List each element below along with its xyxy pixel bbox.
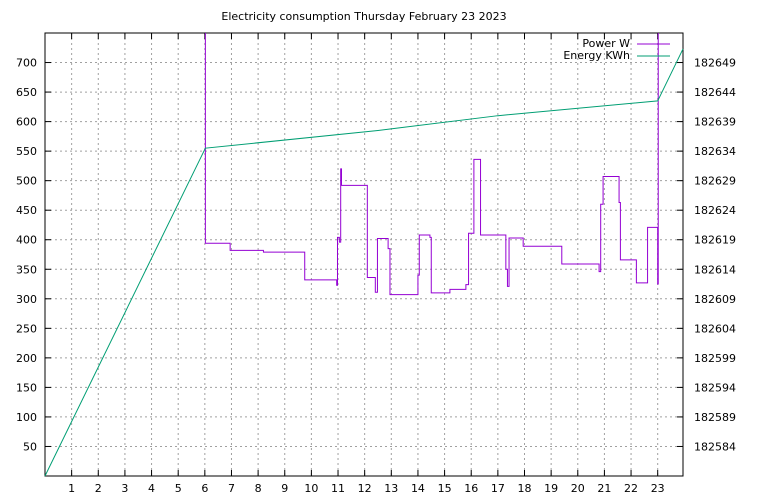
y-left-tick-label: 300	[16, 293, 37, 306]
x-tick-label: 19	[544, 482, 558, 495]
grid-lines	[45, 33, 683, 476]
x-tick-label: 6	[201, 482, 208, 495]
y-right-tick-label: 182604	[694, 322, 736, 335]
y-left-tick-labels: 50 100 150 200 250 300 350 400 450 500 550 600 650 70…	[16, 57, 37, 454]
y-right-tick-label: 182634	[694, 145, 736, 158]
x-tick-label: 1	[68, 482, 75, 495]
x-tick-label: 3	[121, 482, 128, 495]
y-left-tick-label: 50	[23, 440, 37, 453]
series-lines	[44, 33, 684, 477]
x-tick-label: 16	[464, 482, 478, 495]
y-right-tick-label: 182619	[694, 234, 736, 247]
y-left-tick-label: 350	[16, 263, 37, 276]
y-right-tick-label: 182649	[694, 57, 736, 70]
legend-label-energy: Energy KWh	[563, 49, 630, 62]
x-tick-label: 18	[517, 482, 531, 495]
x-tick-label: 15	[438, 482, 452, 495]
y-right-tick-label: 182589	[694, 411, 736, 424]
x-tick-label: 17	[491, 482, 505, 495]
y-left-tick-label: 200	[16, 352, 37, 365]
y-left-tick-label: 700	[16, 57, 37, 70]
y-right-tick-label: 182624	[694, 204, 736, 217]
x-tick-label: 5	[175, 482, 182, 495]
x-tick-label: 12	[358, 482, 372, 495]
x-tick-label: 14	[411, 482, 425, 495]
y-right-tick-label: 182644	[694, 86, 736, 99]
x-tick-label: 9	[281, 482, 288, 495]
y-right-tick-label: 182584	[694, 440, 736, 453]
x-tick-labels: 1 2 3 4 5 6 7 8 9 10 11 12 13 14 15 16 17 18 19 20 21 22 23	[68, 482, 665, 495]
y-left-tick-label: 650	[16, 86, 37, 99]
x-tick-label: 21	[597, 482, 611, 495]
chart-title: Electricity consumption Thursday Februar…	[221, 10, 506, 23]
y-right-tick-label: 182599	[694, 352, 736, 365]
y-right-tick-label: 182594	[694, 381, 736, 394]
y-right-tick-label: 182609	[694, 293, 736, 306]
x-tick-label: 2	[95, 482, 102, 495]
legend-label-power: Power W	[582, 37, 630, 50]
x-tick-label: 7	[228, 482, 235, 495]
y-right-tick-label: 182629	[694, 175, 736, 188]
legend: Power W Energy KWh	[563, 37, 670, 62]
y-left-tick-label: 150	[16, 381, 37, 394]
y-left-tick-label: 600	[16, 116, 37, 129]
y-left-tick-label: 250	[16, 322, 37, 335]
y-right-tick-label: 182639	[694, 116, 736, 129]
y-left-tick-label: 450	[16, 204, 37, 217]
series-line-power	[204, 33, 659, 296]
x-tick-label: 20	[571, 482, 585, 495]
x-tick-label: 8	[255, 482, 262, 495]
x-tick-label: 22	[624, 482, 638, 495]
plot-area-frame	[44, 32, 684, 477]
tick-marks	[45, 33, 683, 476]
x-tick-label: 11	[331, 482, 345, 495]
x-tick-label: 13	[384, 482, 398, 495]
y-right-tick-label: 182614	[694, 263, 736, 276]
x-tick-label: 23	[651, 482, 665, 495]
y-right-tick-labels: 182584 182589 182594 182599 182604 182609 1826…	[694, 57, 736, 454]
y-left-tick-label: 550	[16, 145, 37, 158]
y-left-tick-label: 500	[16, 175, 37, 188]
x-tick-label: 4	[148, 482, 155, 495]
series-line-energy	[44, 48, 684, 477]
y-left-tick-label: 100	[16, 411, 37, 424]
x-tick-label: 10	[304, 482, 318, 495]
y-left-tick-label: 400	[16, 234, 37, 247]
